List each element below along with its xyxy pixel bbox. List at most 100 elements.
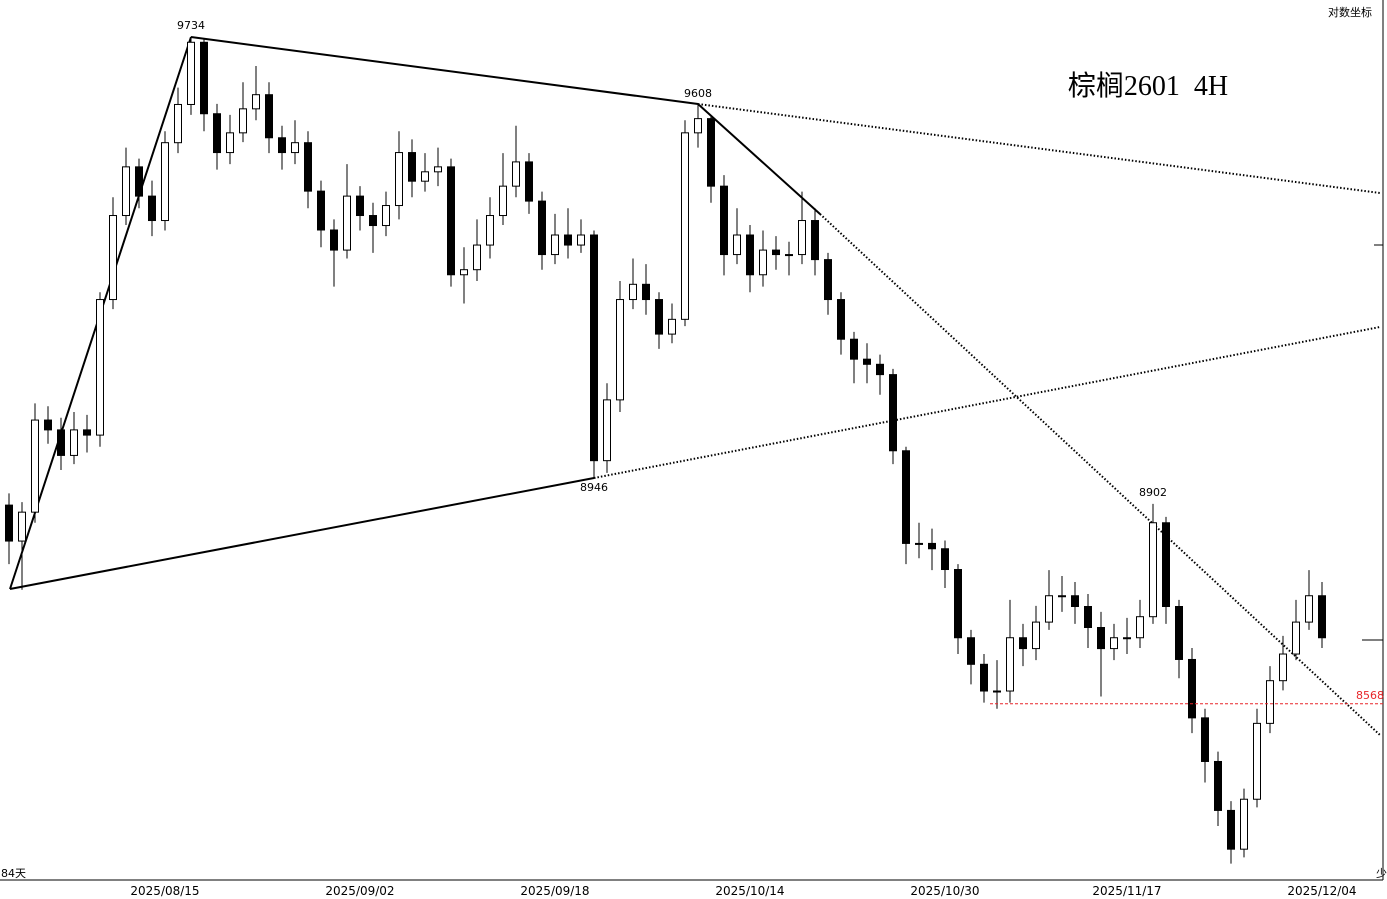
candle-body xyxy=(161,142,169,222)
candle-body xyxy=(538,200,546,256)
candle-body xyxy=(798,220,806,256)
candle-body xyxy=(369,215,377,227)
candle-body xyxy=(1266,680,1274,724)
candle-body xyxy=(239,108,247,134)
x-tick-label: 2025/11/17 xyxy=(1092,884,1161,898)
candle-body xyxy=(18,511,26,542)
candle-body xyxy=(928,542,936,550)
candle-body xyxy=(252,94,260,110)
candle-body xyxy=(135,166,143,197)
candle-body xyxy=(1045,595,1053,623)
candle-body xyxy=(668,318,676,335)
candle-body xyxy=(395,152,403,207)
candle-body xyxy=(304,142,312,192)
peak-label: 8902 xyxy=(1139,486,1167,499)
peak-label: 9608 xyxy=(684,87,712,100)
x-tick-label: 2025/09/02 xyxy=(325,884,394,898)
candle-body xyxy=(720,185,728,256)
candle-body xyxy=(915,542,923,545)
trend-line-extension xyxy=(819,213,1381,736)
candle-body xyxy=(1058,595,1066,598)
candle-body xyxy=(1175,606,1183,660)
candle-body xyxy=(1006,637,1014,692)
candle-body xyxy=(460,269,468,276)
candle-body xyxy=(1279,653,1287,682)
candle-body xyxy=(330,229,338,251)
candle-body xyxy=(187,41,195,105)
x-tick-label: 2025/10/14 xyxy=(715,884,784,898)
candle-body xyxy=(31,419,39,513)
candle-body xyxy=(1149,522,1157,618)
candle-body xyxy=(278,137,286,154)
candle-body xyxy=(902,450,910,544)
candle-body xyxy=(57,429,65,456)
trough-label: 8946 xyxy=(580,481,608,494)
candle-body xyxy=(863,358,871,365)
scale-label: 对数坐标 xyxy=(1328,5,1372,19)
candle-body xyxy=(109,215,117,301)
candle-body xyxy=(525,161,533,202)
trend-line-extension xyxy=(593,326,1381,479)
candle-body xyxy=(174,103,182,144)
candle-body xyxy=(941,548,949,571)
candle-body xyxy=(1253,722,1261,800)
candle-body xyxy=(642,283,650,301)
candle-body xyxy=(1162,522,1170,608)
candle-body xyxy=(499,185,507,217)
candle-body xyxy=(824,259,832,301)
candle-body xyxy=(811,220,819,261)
candle-body xyxy=(1214,760,1222,811)
candle-body xyxy=(83,429,91,436)
candle-body xyxy=(226,132,234,154)
candle-body xyxy=(577,234,585,246)
candle-body xyxy=(1136,616,1144,639)
candle-body xyxy=(785,254,793,257)
candle-body xyxy=(1032,621,1040,650)
period-label: 84天 xyxy=(1,867,26,880)
candle-body xyxy=(1123,637,1131,640)
trend-line xyxy=(9,477,595,590)
chart-title: 棕榈2601 4H xyxy=(1068,70,1228,102)
trend-line xyxy=(190,36,699,105)
x-tick-label: 2025/12/04 xyxy=(1287,884,1356,898)
level-label: 8568 xyxy=(1356,689,1384,702)
candle-body xyxy=(564,234,572,246)
candle-body xyxy=(876,363,884,376)
candle-body xyxy=(954,569,962,639)
candle-body xyxy=(629,283,637,301)
candle-body xyxy=(408,152,416,182)
candle-body xyxy=(1201,717,1209,762)
candle-body xyxy=(1305,595,1313,623)
candle-body xyxy=(1188,658,1196,719)
x-tick-label: 2025/09/18 xyxy=(520,884,589,898)
candle-body xyxy=(421,171,429,182)
candle-body xyxy=(889,374,897,452)
candle-body xyxy=(837,299,845,340)
candle-body xyxy=(1084,606,1092,629)
candle-body xyxy=(473,244,481,271)
candle-body xyxy=(850,338,858,360)
candle-body xyxy=(1019,637,1027,650)
candle-body xyxy=(291,142,299,154)
candle-body xyxy=(447,166,455,276)
candle-body xyxy=(603,399,611,462)
candle-body xyxy=(1071,595,1079,608)
trend-line xyxy=(697,103,821,215)
trend-line-extension xyxy=(697,103,1381,194)
candle-body xyxy=(200,41,208,115)
candle-body xyxy=(772,249,780,256)
candle-body xyxy=(590,234,598,462)
candle-body xyxy=(96,299,104,436)
peak-label: 9734 xyxy=(177,19,205,32)
candle-body xyxy=(733,234,741,256)
candle-body xyxy=(746,234,754,276)
candle-body xyxy=(1318,595,1326,639)
candle-body xyxy=(356,195,364,217)
candle-body xyxy=(5,504,13,542)
candle-body xyxy=(265,94,273,139)
candle-body xyxy=(980,663,988,692)
candle-body xyxy=(434,166,442,173)
candle-body xyxy=(694,118,702,134)
candle-body xyxy=(551,234,559,256)
candle-body xyxy=(1110,637,1118,650)
